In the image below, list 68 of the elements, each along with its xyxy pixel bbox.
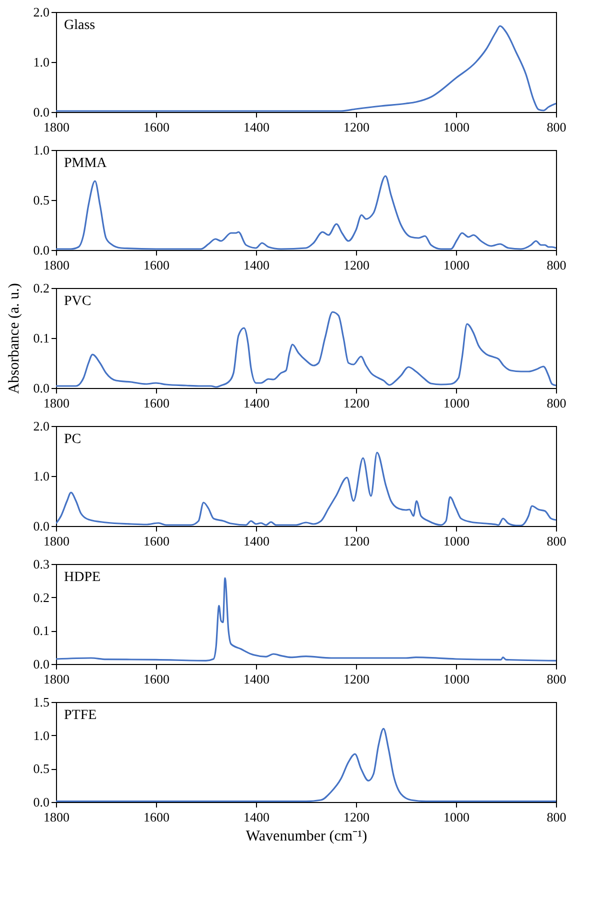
y-tick-label: 0.1 <box>33 330 50 346</box>
y-tick-label: 1.0 <box>33 468 50 484</box>
x-tick-label: 1200 <box>344 120 370 134</box>
chart-title: PVC <box>64 294 92 309</box>
x-tick-label: 1200 <box>344 534 370 548</box>
line-series <box>56 452 556 526</box>
y-tick-label: 1.5 <box>33 694 50 710</box>
x-tick-label: 800 <box>546 396 566 410</box>
x-tick-label: 1800 <box>44 810 70 824</box>
line-series <box>56 175 556 250</box>
chart-title: HDPE <box>64 570 101 585</box>
x-tick-label: 800 <box>546 120 566 134</box>
x-tick-label: 1200 <box>344 258 370 272</box>
y-tick-label: 1.0 <box>33 142 50 158</box>
x-tick-label: 1400 <box>244 396 270 410</box>
y-tick-label: 1.0 <box>33 728 50 743</box>
y-tick-label: 2.0 <box>33 418 50 434</box>
y-tick-label: 0.5 <box>33 192 50 208</box>
x-tick-label: 1400 <box>244 258 270 272</box>
line-series <box>56 728 556 802</box>
x-tick-label: 1400 <box>244 534 270 548</box>
x-tick-label: 1600 <box>144 258 170 272</box>
chart-title: PTFE <box>64 708 97 723</box>
x-tick-label: 1800 <box>44 120 70 134</box>
x-tick-label: 1000 <box>444 672 470 686</box>
x-tick-label: 1400 <box>244 810 270 824</box>
y-tick-label: 0.1 <box>33 623 50 638</box>
y-tick-label: 0.0 <box>33 242 50 258</box>
x-tick-label: 1600 <box>144 120 170 134</box>
y-tick-label: 2.0 <box>33 4 50 20</box>
chart-title: PC <box>64 432 82 447</box>
x-tick-label: 1400 <box>244 120 270 134</box>
y-tick-label: 0.0 <box>33 104 50 120</box>
x-tick-label: 1800 <box>44 534 70 548</box>
x-tick-label: 1600 <box>144 810 170 824</box>
x-tick-label: 1000 <box>444 396 470 410</box>
y-tick-label: 0.0 <box>33 380 50 396</box>
x-tick-label: 800 <box>546 672 566 686</box>
x-tick-label: 800 <box>546 534 566 548</box>
x-tick-label: 1200 <box>344 672 370 686</box>
x-tick-label: 800 <box>546 810 566 824</box>
x-tick-label: 1800 <box>44 672 70 686</box>
x-axis-title: Wavenumber (cm⁻¹) <box>246 828 368 844</box>
y-tick-label: 0.5 <box>33 761 50 776</box>
chart-title: PMMA <box>64 156 108 171</box>
y-tick-label: 0.3 <box>33 556 50 572</box>
x-tick-label: 1200 <box>344 396 370 410</box>
y-tick-label: 0.0 <box>33 518 50 534</box>
y-tick-label: 0.0 <box>33 794 50 810</box>
x-tick-label: 1400 <box>244 672 270 686</box>
x-tick-label: 1600 <box>144 534 170 548</box>
x-tick-label: 800 <box>546 258 566 272</box>
x-tick-label: 1000 <box>444 258 470 272</box>
y-axis-title: Absorbance (a. u.) <box>6 283 22 394</box>
x-tick-label: 1600 <box>144 672 170 686</box>
x-tick-label: 1800 <box>44 396 70 410</box>
x-tick-label: 1600 <box>144 396 170 410</box>
x-tick-label: 1800 <box>44 258 70 272</box>
x-tick-label: 1000 <box>444 534 470 548</box>
x-tick-label: 1000 <box>444 810 470 824</box>
x-tick-label: 1200 <box>344 810 370 824</box>
y-tick-label: 0.2 <box>33 590 50 605</box>
y-tick-label: 0.2 <box>33 280 50 296</box>
y-tick-label: 0.0 <box>33 656 50 672</box>
line-series <box>56 311 556 388</box>
x-tick-label: 1000 <box>444 120 470 134</box>
y-tick-label: 1.0 <box>33 54 50 70</box>
chart-title: Glass <box>64 18 96 33</box>
